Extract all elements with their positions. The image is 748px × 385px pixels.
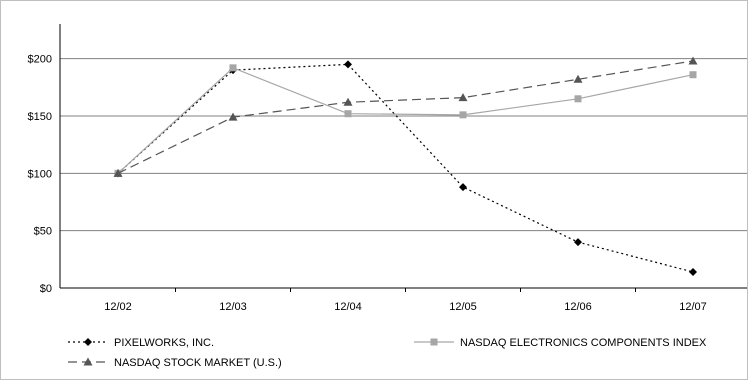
legend-item: NASDAQ ELECTRONICS COMPONENTS INDEX <box>414 337 707 349</box>
data-point <box>344 110 352 118</box>
data-point <box>229 64 237 72</box>
data-point <box>458 93 468 102</box>
legend-marker <box>84 338 92 346</box>
data-point <box>113 168 123 177</box>
series <box>113 56 698 276</box>
legend-label: NASDAQ ELECTRONICS COMPONENTS INDEX <box>460 337 707 349</box>
data-point <box>574 238 582 247</box>
data-point <box>228 112 238 121</box>
legend-marker <box>430 338 438 346</box>
data-point <box>344 60 352 69</box>
legend-label: PIXELWORKS, INC. <box>114 337 214 349</box>
series-2 <box>113 56 698 177</box>
data-point <box>459 183 467 192</box>
legend-marker <box>83 357 93 366</box>
series-line <box>117 67 694 174</box>
data-point <box>689 267 697 276</box>
data-point <box>343 97 353 106</box>
axes: $0 $50 $100 $150 $200 12/02 12/03 12/04 12/05 12/… <box>28 24 707 313</box>
data-point <box>459 111 467 119</box>
x-tick-label: 12/02 <box>104 301 132 313</box>
legend-item: PIXELWORKS, INC. <box>68 337 214 349</box>
x-tick-label: 12/07 <box>679 301 707 313</box>
y-tick-label: $200 <box>28 54 52 66</box>
gridlines <box>60 58 747 289</box>
y-tick-label: $50 <box>34 226 52 238</box>
series-line <box>117 63 694 273</box>
y-tick-label: $0 <box>40 283 52 295</box>
x-tick-label: 12/05 <box>449 301 477 313</box>
legend-label: NASDAQ STOCK MARKET (U.S.) <box>114 357 282 369</box>
data-point <box>574 95 582 103</box>
legend: PIXELWORKS, INC. NASDAQ ELECTRONICS COMPO… <box>68 337 707 369</box>
data-point <box>573 74 583 83</box>
legend-item: NASDAQ STOCK MARKET (U.S.) <box>68 357 282 369</box>
x-tick-label: 12/04 <box>334 301 362 313</box>
y-tick-label: $150 <box>28 111 52 123</box>
x-tick-label: 12/06 <box>564 301 592 313</box>
x-tick-label: 12/03 <box>219 301 247 313</box>
series-line <box>117 60 694 174</box>
data-point <box>689 71 697 79</box>
y-tick-label: $100 <box>28 168 52 180</box>
data-point <box>688 56 698 65</box>
